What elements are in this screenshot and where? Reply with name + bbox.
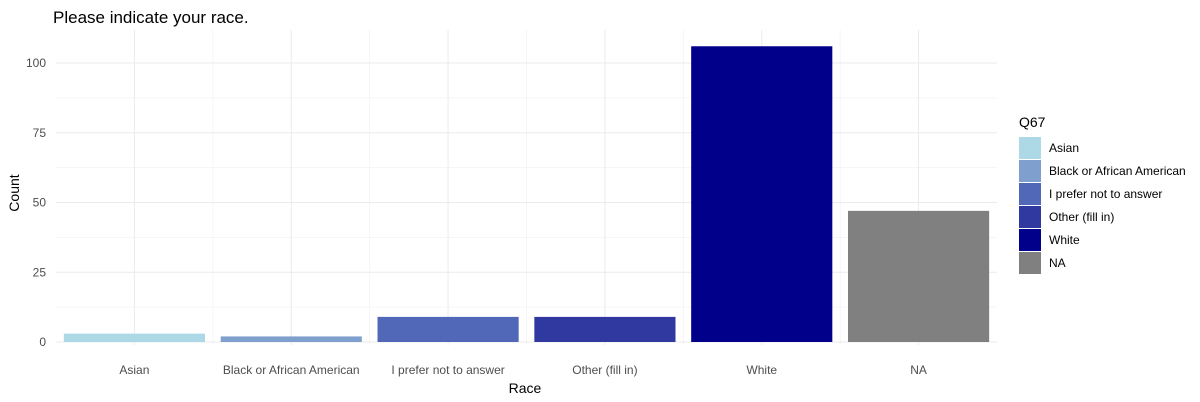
legend-key: [1019, 229, 1041, 251]
y-tick-label: 75: [33, 126, 47, 140]
x-tick-label: NA: [910, 363, 927, 377]
legend-label: I prefer not to answer: [1049, 187, 1162, 201]
legend-label: Other (fill in): [1049, 210, 1114, 224]
bar-asian: [63, 333, 205, 342]
bars: [63, 46, 990, 342]
y-tick-label: 0: [39, 335, 46, 349]
legend: Q67 Asian Black or African American I pref…: [1019, 114, 1186, 274]
y-tick-label: 100: [26, 56, 46, 70]
bar-na: [848, 210, 990, 342]
x-axis-title: Race: [509, 380, 542, 396]
grid-lines: [56, 30, 997, 345]
bar-other-fill-in: [534, 316, 676, 342]
bar-white: [691, 46, 833, 342]
bar-black-or-african-american: [220, 336, 362, 342]
x-tick-label: Other (fill in): [572, 363, 637, 377]
legend-key: [1019, 160, 1041, 182]
x-tick-label: I prefer not to answer: [391, 363, 504, 377]
y-tick-label: 50: [33, 196, 47, 210]
bar-i-prefer-not-to-answer: [377, 316, 519, 342]
legend-key: [1019, 183, 1041, 205]
x-tick-label: Asian: [119, 363, 149, 377]
legend-label: White: [1049, 233, 1080, 247]
y-axis-title: Count: [6, 174, 22, 211]
x-tick-label: White: [746, 363, 777, 377]
legend-label: Black or African American: [1049, 164, 1186, 178]
legend-key: [1019, 252, 1041, 274]
y-tick-label: 25: [33, 265, 47, 279]
chart-title: Please indicate your race.: [53, 8, 249, 27]
legend-key: [1019, 206, 1041, 228]
x-tick-label: Black or African American: [223, 363, 360, 377]
legend-key: [1019, 137, 1041, 159]
legend-title: Q67: [1019, 114, 1046, 130]
legend-label: Asian: [1049, 141, 1079, 155]
legend-label: NA: [1049, 256, 1066, 270]
axis-ticks: Asian Black or African American I prefer n…: [26, 56, 927, 377]
